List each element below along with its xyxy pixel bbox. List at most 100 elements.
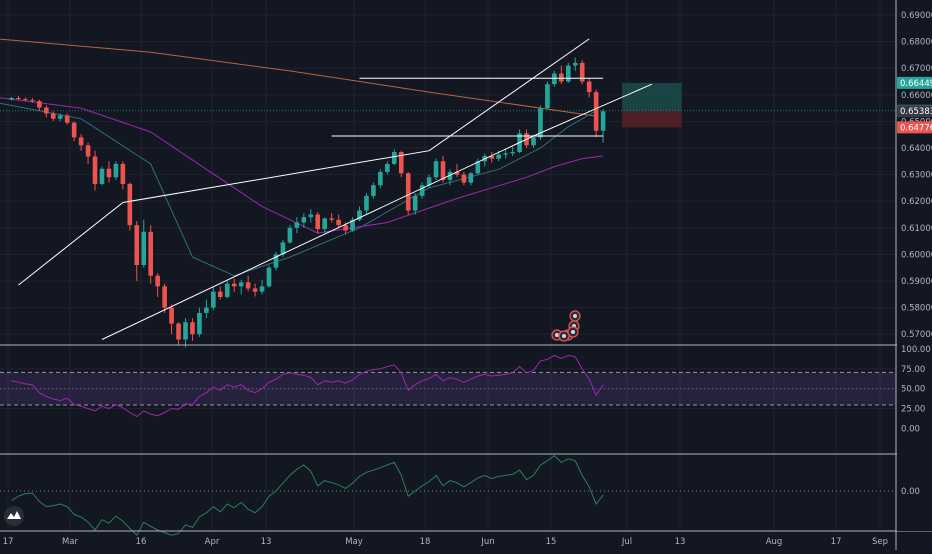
candle-body	[552, 73, 557, 85]
price-label-box	[897, 105, 932, 118]
candle-body	[92, 156, 98, 184]
candle-body	[454, 171, 460, 175]
candle-body	[378, 171, 383, 186]
candle	[572, 57, 578, 71]
candle-body	[301, 217, 307, 223]
ma-orange-line	[0, 38, 597, 117]
time-tick-label: Apr	[205, 537, 220, 547]
candle	[50, 111, 56, 121]
long-position-box[interactable]	[0, 82, 896, 128]
price-label-text: 0.66449	[900, 79, 932, 89]
candle-body	[141, 231, 147, 266]
candle	[385, 161, 390, 175]
candle-body	[461, 174, 467, 183]
candle-body	[510, 151, 515, 154]
candle	[231, 278, 237, 292]
candle-body	[183, 322, 188, 340]
candle	[64, 113, 70, 125]
candle-body	[398, 151, 404, 174]
candle	[419, 182, 425, 199]
candle	[44, 105, 49, 118]
rsi-pane	[0, 354, 896, 418]
price-label-box	[897, 76, 932, 89]
position-stop-zone	[622, 110, 682, 128]
ma-purple-line	[0, 97, 604, 234]
rsi-line	[11, 354, 604, 418]
time-tick-label: Mar	[62, 537, 79, 547]
candle-body	[9, 97, 14, 100]
time-tick-label: 16	[136, 537, 147, 547]
time-tick-label: 18	[420, 537, 431, 547]
candle-body	[16, 97, 21, 100]
candle	[336, 214, 341, 228]
candle	[426, 174, 432, 188]
candle	[162, 283, 167, 313]
candle-body	[350, 219, 355, 231]
candle-body	[155, 275, 160, 287]
candle-body	[127, 183, 133, 226]
candle-body	[211, 291, 216, 308]
time-tick-label: 17	[831, 537, 842, 547]
time-tick-label: Aug	[766, 537, 783, 547]
candle	[294, 217, 300, 234]
candle-body	[385, 163, 390, 172]
event-markers[interactable]	[551, 310, 581, 342]
candle-body	[559, 73, 564, 82]
candle-body	[99, 168, 105, 184]
candle-body	[120, 163, 126, 184]
candle-body	[162, 286, 167, 308]
candle-body	[113, 163, 119, 178]
candle-body	[85, 145, 91, 157]
candle	[245, 275, 251, 292]
candle	[329, 213, 334, 223]
candle	[433, 158, 439, 180]
price-axis[interactable]: 0.690000.680000.670000.660000.650000.640…	[897, 0, 932, 531]
candle-body	[231, 283, 237, 287]
candle	[538, 105, 543, 141]
candle-body	[294, 222, 300, 228]
candle	[545, 81, 550, 110]
candle	[301, 213, 307, 228]
candle	[266, 265, 272, 288]
candle-body	[50, 113, 56, 119]
candle-body	[273, 254, 279, 268]
candle-body	[496, 154, 501, 159]
candle	[454, 163, 460, 178]
candle	[197, 307, 202, 337]
candle-body	[224, 283, 230, 297]
logo-circle	[4, 506, 24, 526]
candle-body	[419, 185, 425, 196]
candle-body	[134, 225, 140, 266]
time-tick-label: 15	[546, 537, 557, 547]
candle	[148, 225, 153, 284]
candle-body	[176, 323, 181, 340]
candle	[287, 225, 293, 244]
candle	[92, 150, 98, 191]
price-label-text: 0.65383	[900, 107, 932, 117]
candle-body	[586, 81, 592, 93]
candle-body	[545, 84, 550, 109]
time-axis[interactable]: 17 Mar 16 Apr 13 May 18 Jun 15 Jul 13 Aug 17 Sep	[3, 537, 888, 547]
candle-body	[336, 219, 341, 226]
candle	[273, 251, 279, 271]
candle	[23, 97, 28, 102]
candle-body	[78, 137, 84, 146]
candle	[259, 279, 265, 295]
candle-body	[106, 168, 112, 178]
tradingview-logo-icon[interactable]	[4, 506, 24, 526]
osc-tick-label: 0.00	[901, 487, 920, 497]
candle-body	[245, 282, 251, 289]
drawing-lines[interactable]	[18, 38, 653, 340]
logo-mark	[7, 511, 21, 519]
candle-body	[315, 214, 321, 230]
candle	[559, 65, 564, 85]
candle-body	[364, 195, 369, 211]
candle-body	[426, 177, 432, 186]
candle-body	[44, 107, 49, 114]
